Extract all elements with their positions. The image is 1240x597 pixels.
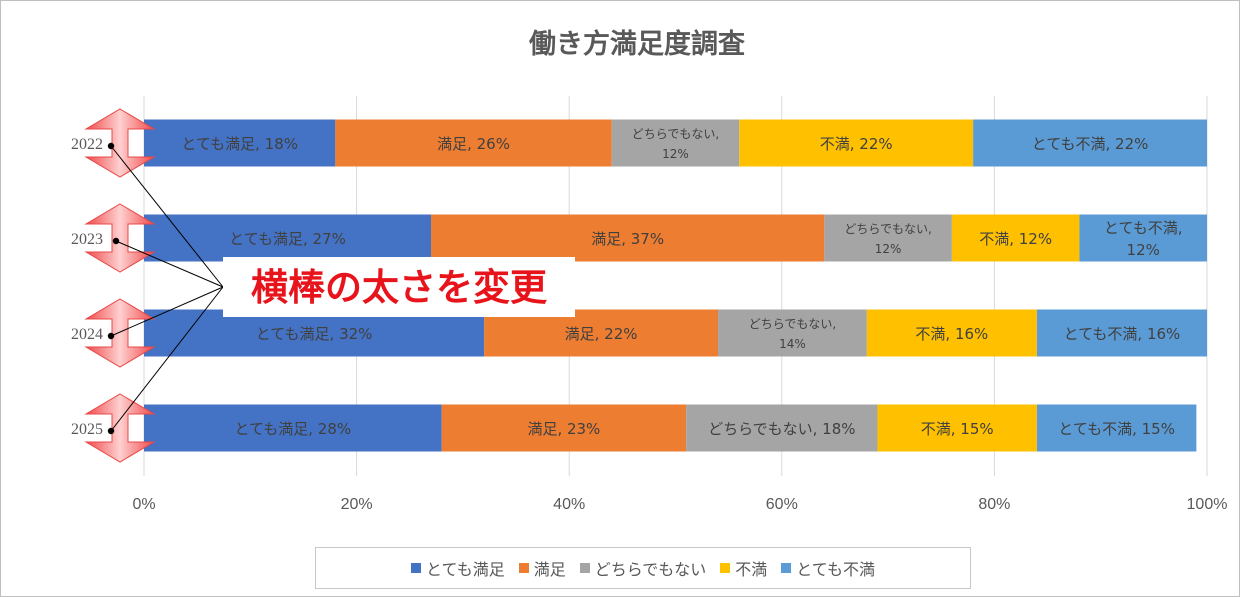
legend-label: とても満足 <box>425 560 505 579</box>
legend-label: とても不満 <box>796 560 876 579</box>
data-label: 不満, 22% <box>820 135 893 153</box>
legend-item: とても不満 <box>781 556 875 580</box>
data-label: とても満足, 18% <box>181 135 298 153</box>
legend: とても満足 満足 どちらでもない 不満 とても不満 <box>315 547 971 589</box>
legend-item: 満足 <box>518 556 566 580</box>
double-arrow-icon <box>84 393 156 463</box>
data-label: とても満足, 27% <box>229 230 346 248</box>
legend-item: 不満 <box>720 556 767 580</box>
double-arrow-icon <box>84 298 156 368</box>
bar-segment <box>718 309 867 357</box>
legend-item: どちらでもない <box>579 556 707 580</box>
bar-segment <box>866 309 1037 357</box>
x-tick-label: 60% <box>766 496 798 513</box>
leader-line <box>110 145 224 288</box>
legend-swatch <box>720 563 731 573</box>
bar-segment <box>484 309 719 357</box>
bar-segment <box>144 309 485 357</box>
x-tick-label: 80% <box>978 496 1010 513</box>
bar-segment <box>441 404 687 452</box>
callout-text: 横棒の太さを変更 <box>251 266 548 309</box>
data-label: とても不満, 22% <box>1032 135 1149 153</box>
data-label: とても満足, 32% <box>256 325 373 343</box>
callout-leader-lines <box>107 142 224 435</box>
data-label: 満足, 22% <box>565 325 638 343</box>
data-label: どちらでもない, 14% <box>749 317 836 351</box>
legend-swatch <box>781 563 792 573</box>
data-label: 不満, 16% <box>915 325 988 343</box>
data-label: 満足, 26% <box>437 135 510 153</box>
double-arrow-icon <box>84 108 156 178</box>
leader-line <box>110 286 224 337</box>
legend-swatch <box>518 563 529 573</box>
bar-series: とても満足, 18% 満足, 26% どちらでもない, 12% 不満, 22% とても不満… <box>144 119 1207 452</box>
bar-segment <box>951 214 1080 262</box>
leader-dot <box>112 237 120 245</box>
bar-segment <box>335 119 612 167</box>
data-label: とても不満, 16% <box>1064 325 1181 343</box>
bar-segment <box>739 119 974 167</box>
bar-segment <box>973 119 1207 167</box>
data-label: 不満, 12% <box>979 230 1052 248</box>
leader-line <box>110 286 224 432</box>
bar-segment <box>1036 404 1197 452</box>
bar-segment <box>1036 309 1207 357</box>
x-tick-label: 0% <box>132 496 155 513</box>
category-label: 2023 <box>71 231 103 248</box>
legend-item: とても満足 <box>410 556 505 580</box>
x-tick-label: 100% <box>1187 496 1228 513</box>
leader-dot <box>107 427 115 435</box>
bar-segment <box>611 119 740 167</box>
thickness-arrows <box>84 108 156 463</box>
data-label: 不満, 15% <box>921 420 994 438</box>
data-label: とても満足, 28% <box>234 420 351 438</box>
chart-title: 働き方満足度調査 <box>529 28 745 60</box>
category-label: 2024 <box>71 326 103 343</box>
bar-segment <box>431 214 825 262</box>
category-label: 2022 <box>71 136 103 153</box>
legend-swatch <box>410 563 421 573</box>
x-tick-label: 40% <box>553 496 585 513</box>
data-label: とても不満, 15% <box>1058 420 1175 438</box>
data-label: どちらでもない, 18% <box>708 420 855 438</box>
data-label: とても不満, 12% <box>1104 219 1183 259</box>
category-label: 2025 <box>71 421 103 438</box>
bar-segment <box>877 404 1037 452</box>
x-tick-labels: 0% 20% 40% 60% 80% 100% <box>132 496 1227 513</box>
data-label: どちらでもない, 12% <box>844 222 931 256</box>
legend-label: 不満 <box>735 560 768 579</box>
bar-segment <box>144 214 432 262</box>
bar-segment <box>144 404 442 452</box>
leader-dot <box>107 142 115 150</box>
data-label: 満足, 37% <box>591 230 664 248</box>
legend-swatch <box>579 563 590 573</box>
data-label: 満足, 23% <box>527 420 600 438</box>
callout-box <box>223 257 575 317</box>
x-tick-label: 20% <box>341 496 373 513</box>
double-arrow-icon <box>84 203 156 273</box>
bar-segment <box>824 214 952 262</box>
bar-segment <box>144 119 336 167</box>
legend-label: どちらでもない <box>594 560 707 579</box>
legend-label: 満足 <box>533 560 566 579</box>
leader-dot <box>107 332 115 340</box>
bar-segment <box>1079 214 1207 262</box>
bar-segment <box>686 404 878 452</box>
category-labels: 2022 2023 2024 2025 <box>71 136 103 438</box>
data-label: どちらでもない, 12% <box>632 127 719 161</box>
leader-line <box>115 240 224 288</box>
